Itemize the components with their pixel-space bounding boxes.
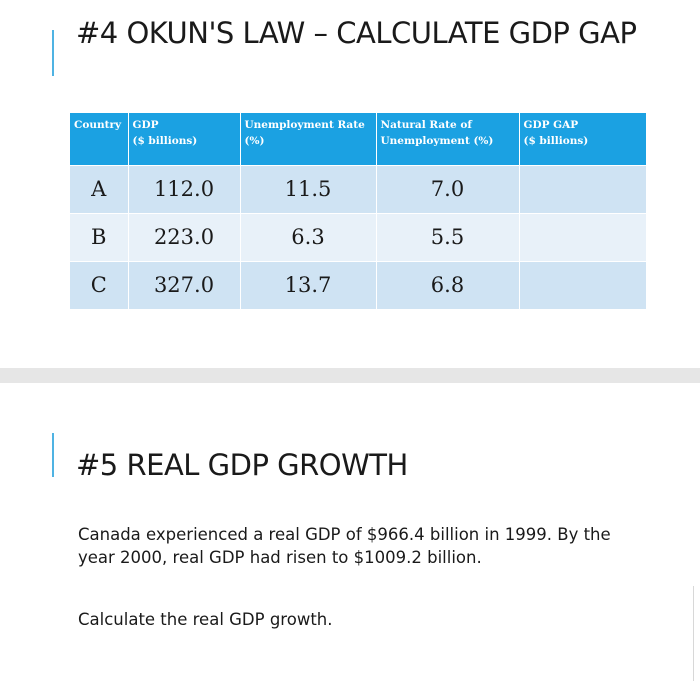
header-gdp: GDP ($ billions) <box>128 113 241 165</box>
header-country-line1: Country <box>74 119 122 131</box>
scroll-indicator <box>693 586 694 681</box>
cell-natural-rate: 5.5 <box>376 213 520 261</box>
cell-gdp-gap <box>519 213 646 261</box>
header-gap-line1: GDP GAP <box>523 119 579 131</box>
table-row: B 223.0 6.3 5.5 <box>70 213 646 261</box>
header-unemployment-line1: Unemployment Rate <box>244 119 365 131</box>
header-natural-rate: Natural Rate of Unemployment (%) <box>376 113 520 165</box>
table-row: C 327.0 13.7 6.8 <box>70 261 646 309</box>
cell-gdp: 327.0 <box>128 261 241 309</box>
gdp-gap-table: Country GDP ($ billions) Unemployment Ra… <box>70 113 646 309</box>
cell-unemployment: 11.5 <box>240 165 377 213</box>
title-accent-bar <box>52 433 54 477</box>
problem-statement: Canada experienced a real GDP of $966.4 … <box>78 525 611 567</box>
cell-country: A <box>70 165 129 213</box>
title-accent-bar <box>52 30 54 76</box>
slide-title: #5 REAL GDP GROWTH <box>76 448 408 482</box>
cell-natural-rate: 7.0 <box>376 165 520 213</box>
header-gdp-gap: GDP GAP ($ billions) <box>519 113 646 165</box>
slide-okuns-law: #4 OKUN'S LAW – CALCULATE GDP GAP Countr… <box>0 0 700 368</box>
header-natural-line1: Natural Rate of <box>380 119 472 131</box>
header-country: Country <box>70 113 129 165</box>
cell-country: B <box>70 213 129 261</box>
cell-gdp-gap <box>519 261 646 309</box>
cell-natural-rate: 6.8 <box>376 261 520 309</box>
table-header-row: Country GDP ($ billions) Unemployment Ra… <box>70 113 646 165</box>
problem-question: Calculate the real GDP growth. <box>78 610 333 629</box>
slide-real-gdp-growth: #5 REAL GDP GROWTH Canada experienced a … <box>0 383 700 688</box>
header-gdp-line2: ($ billions) <box>132 135 198 147</box>
cell-country: C <box>70 261 129 309</box>
table-row: A 112.0 11.5 7.0 <box>70 165 646 213</box>
cell-gdp: 112.0 <box>128 165 241 213</box>
cell-unemployment: 13.7 <box>240 261 377 309</box>
header-unemployment-rate: Unemployment Rate (%) <box>240 113 377 165</box>
header-natural-line2: Unemployment (%) <box>380 135 494 147</box>
header-unemployment-line2: (%) <box>244 135 265 147</box>
slide-title: #4 OKUN'S LAW – CALCULATE GDP GAP <box>76 16 637 50</box>
header-gap-line2: ($ billions) <box>523 135 589 147</box>
cell-gdp: 223.0 <box>128 213 241 261</box>
cell-gdp-gap <box>519 165 646 213</box>
cell-unemployment: 6.3 <box>240 213 377 261</box>
header-gdp-line1: GDP <box>132 119 159 131</box>
